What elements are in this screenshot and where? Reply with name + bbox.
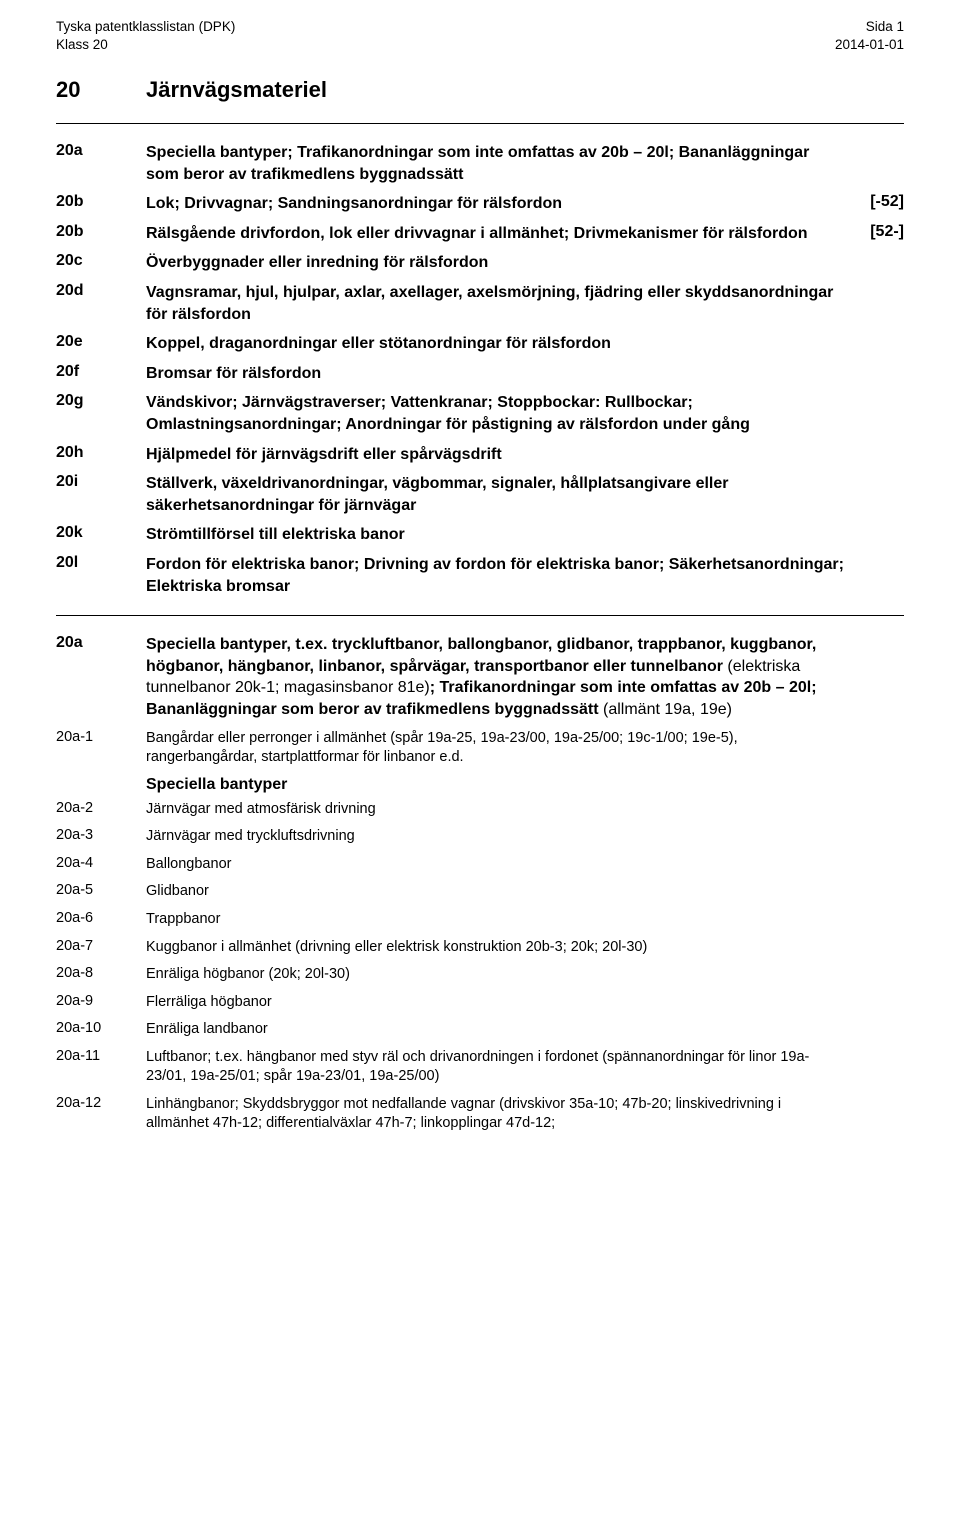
entry-desc: Vagnsramar, hjul, hjulpar, axlar, axella… — [146, 282, 850, 325]
title-text: Järnvägsmateriel — [146, 77, 327, 103]
detail-code: 20a-6 — [56, 910, 146, 926]
entry-desc: Bromsar för rälsfordon — [146, 363, 850, 385]
header-left: Tyska patentklasslistan (DPK) Klass 20 — [56, 18, 235, 53]
main-entry: 20hHjälpmedel för järnvägsdrift eller sp… — [56, 444, 904, 466]
detail-desc: Flerräliga högbanor — [146, 993, 850, 1013]
detail-code: 20a-12 — [56, 1095, 146, 1111]
detail-desc: Kuggbanor i allmänhet (drivning eller el… — [146, 938, 850, 958]
entry-code: 20g — [56, 392, 146, 410]
header-left-2: Klass 20 — [56, 36, 235, 54]
separator-2 — [56, 615, 904, 616]
header-left-1: Tyska patentklasslistan (DPK) — [56, 18, 235, 36]
section-20a-code: 20a — [56, 634, 146, 652]
title-code: 20 — [56, 77, 146, 103]
detail-entry: 20a-11Luftbanor; t.ex. hängbanor med sty… — [56, 1048, 904, 1087]
main-entry: 20bRälsgående drivfordon, lok eller driv… — [56, 223, 904, 245]
main-entry: 20bLok; Drivvagnar; Sandningsanordningar… — [56, 193, 904, 215]
entry-code: 20c — [56, 252, 146, 270]
detail-desc: Trappbanor — [146, 910, 850, 930]
main-entry: 20gVändskivor; Järnvägstraverser; Vatten… — [56, 392, 904, 435]
header-right-1: Sida 1 — [835, 18, 904, 36]
entry-code: 20b — [56, 193, 146, 211]
header: Tyska patentklasslistan (DPK) Klass 20 S… — [56, 18, 904, 53]
detail-desc: Linhängbanor; Skyddsbryggor mot nedfalla… — [146, 1095, 850, 1134]
header-right: Sida 1 2014-01-01 — [835, 18, 904, 53]
entry-desc: Koppel, draganordningar eller stötanordn… — [146, 333, 850, 355]
section-20a: 20a Speciella bantyper, t.ex. tryckluftb… — [56, 634, 904, 720]
entry-desc: Lok; Drivvagnar; Sandningsanordningar fö… — [146, 193, 850, 215]
detail-desc: Järnvägar med atmosfärisk drivning — [146, 800, 850, 820]
entry-desc: Ställverk, växeldrivanordningar, vägbomm… — [146, 473, 850, 516]
main-entries: 20aSpeciella bantyper; Trafikanordningar… — [56, 142, 904, 597]
detail-desc: Enräliga landbanor — [146, 1020, 850, 1040]
detail-entry: 20a-10Enräliga landbanor — [56, 1020, 904, 1040]
detail-entries-1: 20a-1Bangårdar eller perronger i allmänh… — [56, 729, 904, 768]
detail-entry: 20a-12Linhängbanor; Skyddsbryggor mot ne… — [56, 1095, 904, 1134]
detail-desc: Ballongbanor — [146, 855, 850, 875]
entry-code: 20f — [56, 363, 146, 381]
detail-entry: 20a-3Järnvägar med tryckluftsdrivning — [56, 827, 904, 847]
detail-code: 20a-10 — [56, 1020, 146, 1036]
page: Tyska patentklasslistan (DPK) Klass 20 S… — [0, 0, 960, 1172]
main-entry: 20eKoppel, draganordningar eller stötano… — [56, 333, 904, 355]
detail-entry: 20a-8Enräliga högbanor (20k; 20l-30) — [56, 965, 904, 985]
entry-desc: Rälsgående drivfordon, lok eller drivvag… — [146, 223, 850, 245]
detail-code: 20a-1 — [56, 729, 146, 745]
main-entry: 20aSpeciella bantyper; Trafikanordningar… — [56, 142, 904, 185]
entry-desc: Speciella bantyper; Trafikanordningar so… — [146, 142, 850, 185]
section-20a-part: (allmänt 19a, 19e) — [603, 701, 732, 718]
detail-entry: 20a-7Kuggbanor i allmänhet (drivning ell… — [56, 938, 904, 958]
detail-code: 20a-5 — [56, 882, 146, 898]
separator-1 — [56, 123, 904, 124]
detail-desc: Järnvägar med tryckluftsdrivning — [146, 827, 850, 847]
entry-code: 20i — [56, 473, 146, 491]
entry-code: 20d — [56, 282, 146, 300]
subheading: Speciella bantyper — [146, 776, 904, 794]
main-entry: 20lFordon för elektriska banor; Drivning… — [56, 554, 904, 597]
detail-desc: Enräliga högbanor (20k; 20l-30) — [146, 965, 850, 985]
detail-entry: 20a-1Bangårdar eller perronger i allmänh… — [56, 729, 904, 768]
detail-desc: Bangårdar eller perronger i allmänhet (s… — [146, 729, 850, 768]
main-entry: 20cÖverbyggnader eller inredning för räl… — [56, 252, 904, 274]
entry-desc: Hjälpmedel för järnvägsdrift eller spårv… — [146, 444, 850, 466]
entry-code: 20b — [56, 223, 146, 241]
detail-entries-2: 20a-2Järnvägar med atmosfärisk drivning2… — [56, 800, 904, 1134]
detail-desc: Luftbanor; t.ex. hängbanor med styv räl … — [146, 1048, 850, 1087]
title-row: 20 Järnvägsmateriel — [56, 77, 904, 103]
detail-code: 20a-9 — [56, 993, 146, 1009]
detail-code: 20a-4 — [56, 855, 146, 871]
header-right-2: 2014-01-01 — [835, 36, 904, 54]
detail-code: 20a-11 — [56, 1048, 146, 1064]
entry-code: 20k — [56, 524, 146, 542]
detail-code: 20a-8 — [56, 965, 146, 981]
detail-entry: 20a-4Ballongbanor — [56, 855, 904, 875]
section-20a-desc: Speciella bantyper, t.ex. tryckluftbanor… — [146, 634, 850, 720]
detail-code: 20a-3 — [56, 827, 146, 843]
detail-desc: Glidbanor — [146, 882, 850, 902]
entry-code: 20e — [56, 333, 146, 351]
entry-bracket: [-52] — [850, 193, 904, 211]
entry-code: 20h — [56, 444, 146, 462]
detail-code: 20a-7 — [56, 938, 146, 954]
detail-code: 20a-2 — [56, 800, 146, 816]
entry-bracket: [52-] — [850, 223, 904, 241]
detail-entry: 20a-5Glidbanor — [56, 882, 904, 902]
main-entry: 20fBromsar för rälsfordon — [56, 363, 904, 385]
section-20a-part: Speciella bantyper, t.ex. tryckluftbanor… — [146, 636, 816, 675]
entry-desc: Vändskivor; Järnvägstraverser; Vattenkra… — [146, 392, 850, 435]
entry-desc: Strömtillförsel till elektriska banor — [146, 524, 850, 546]
detail-entry: 20a-9Flerräliga högbanor — [56, 993, 904, 1013]
entry-desc: Fordon för elektriska banor; Drivning av… — [146, 554, 850, 597]
entry-code: 20a — [56, 142, 146, 160]
entry-desc: Överbyggnader eller inredning för rälsfo… — [146, 252, 850, 274]
entry-code: 20l — [56, 554, 146, 572]
main-entry: 20kStrömtillförsel till elektriska banor — [56, 524, 904, 546]
main-entry: 20dVagnsramar, hjul, hjulpar, axlar, axe… — [56, 282, 904, 325]
detail-entry: 20a-2Järnvägar med atmosfärisk drivning — [56, 800, 904, 820]
main-entry: 20iStällverk, växeldrivanordningar, vägb… — [56, 473, 904, 516]
detail-entry: 20a-6Trappbanor — [56, 910, 904, 930]
